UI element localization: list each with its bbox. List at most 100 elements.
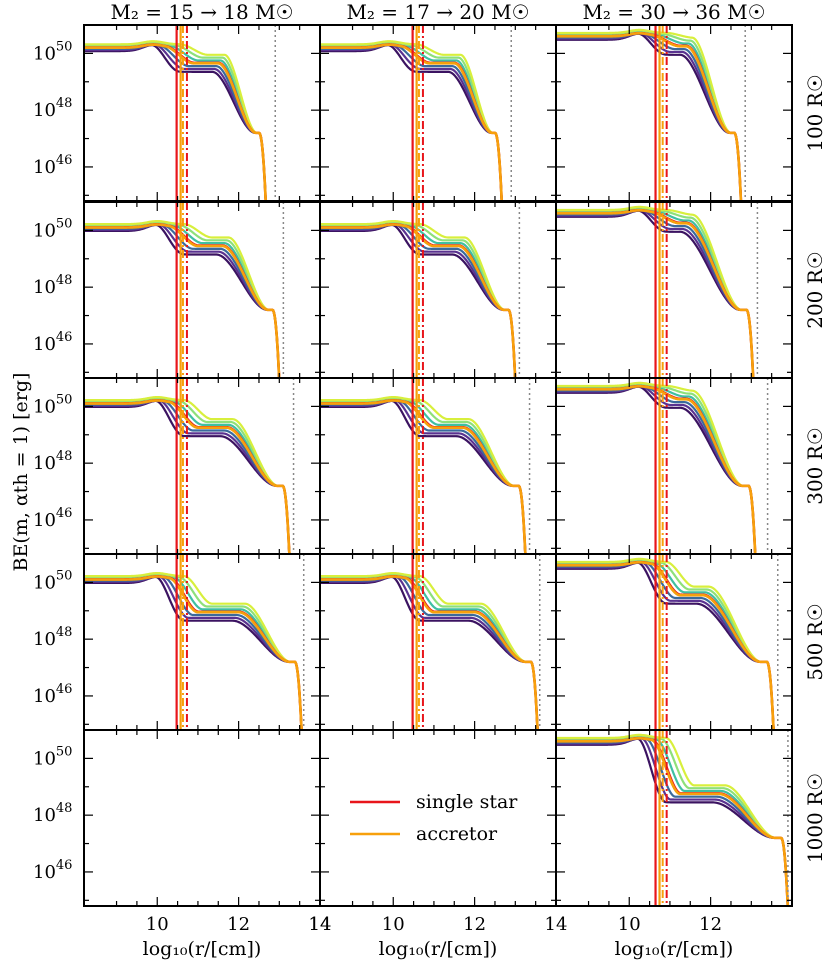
series-line <box>84 575 303 730</box>
x-tick-label: 14 <box>309 914 332 935</box>
panel-r4-c3 <box>555 553 793 731</box>
y-tick-label: 1046 <box>33 506 72 531</box>
legend-label: single star <box>416 791 518 813</box>
x-tick-label: 12 <box>463 914 486 935</box>
series-line <box>320 397 527 554</box>
x-axis-label: log₁₀(r/[cm]) <box>379 938 498 960</box>
ticks <box>556 730 792 906</box>
y-tick-label: 1048 <box>33 96 72 121</box>
series-line <box>84 575 303 730</box>
series-line <box>320 223 517 378</box>
series-line <box>84 221 281 378</box>
series-line <box>84 223 281 378</box>
y-tick-label: 1050 <box>33 39 72 64</box>
y-tick-label: 1050 <box>33 392 72 417</box>
column-title: M₂ = 30 → 36 M☉ <box>582 0 765 24</box>
series-line <box>556 737 789 906</box>
panel-r3-c1: 1050 1048 1046 <box>33 377 321 555</box>
panel-r2-c1: 1050 1048 1046 <box>33 201 321 379</box>
panel-r5-c2 <box>319 729 557 907</box>
x-tick-label: 12 <box>227 914 250 935</box>
panel-grid: 1050 1048 1046 1050 1048 1046 1050 1048 1046 1050… <box>33 24 793 907</box>
y-axis-label: BE(m, αth = 1) [erg] <box>10 373 32 572</box>
ticks <box>320 730 556 906</box>
y-tick-label: 1048 <box>33 273 72 298</box>
panel-r5-c1: 1050 1048 1046 <box>33 729 321 907</box>
series-line <box>320 398 527 554</box>
y-tick-label: 1050 <box>33 744 72 769</box>
single-star-line <box>320 575 539 730</box>
series-line <box>84 571 303 730</box>
accretor-line <box>84 575 303 730</box>
accretor-line <box>556 384 757 554</box>
panel-r4-c2 <box>319 553 557 731</box>
panel-r2-c2 <box>319 201 557 379</box>
accretor-line <box>556 736 790 906</box>
x-tick-label: 10 <box>618 914 641 935</box>
series-line <box>320 399 527 554</box>
panel-r1-c3 <box>555 24 793 202</box>
series-line <box>320 399 527 554</box>
row-label: 200 R☉ <box>803 251 827 329</box>
series-line <box>320 221 517 378</box>
x-axis-label: log₁₀(r/[cm]) <box>615 938 734 960</box>
series-line <box>320 574 539 730</box>
series-line <box>320 575 539 730</box>
row-label: 100 R☉ <box>803 74 827 152</box>
panel-r5-c3 <box>555 729 793 907</box>
series-line <box>84 398 291 554</box>
column-titles: M₂ = 15 → 18 M☉ M₂ = 17 → 20 M☉ M₂ = 30 → … <box>110 0 765 24</box>
single-star-line <box>84 399 291 554</box>
x-tick-label: 10 <box>382 914 405 935</box>
x-axis-label: log₁₀(r/[cm]) <box>143 938 262 960</box>
ticks <box>320 554 556 730</box>
y-tick-label: 1048 <box>33 801 72 826</box>
ticks <box>84 730 320 906</box>
single-star-line <box>320 399 527 554</box>
legend: single star accretor <box>350 791 518 845</box>
series-line <box>84 574 303 730</box>
series-line <box>320 575 539 730</box>
series-line <box>84 399 291 554</box>
series-line <box>84 573 303 730</box>
x-tick-label: 14 <box>309 914 332 935</box>
accretor-line <box>556 560 775 730</box>
panel-r3-c3 <box>555 377 793 555</box>
series-line <box>556 733 789 906</box>
panel-r1-c1: 1050 1048 1046 <box>33 24 321 202</box>
series-line <box>84 395 291 554</box>
x-tick-label: 10 <box>146 914 169 935</box>
single-star-line <box>84 575 303 730</box>
accretor-line <box>320 399 527 554</box>
series-line <box>84 399 291 554</box>
series-line <box>320 399 527 554</box>
series-line <box>556 29 743 201</box>
series-line <box>556 381 757 554</box>
y-tick-label: 1046 <box>33 330 72 355</box>
panel-r1-c2 <box>319 24 557 202</box>
series-line <box>320 571 539 730</box>
y-tick-label: 1046 <box>33 153 72 178</box>
series-line <box>320 575 539 730</box>
panel-r3-c2 <box>319 377 557 555</box>
y-tick-label: 1048 <box>33 625 72 650</box>
y-tick-label: 1050 <box>33 568 72 593</box>
column-title: M₂ = 17 → 20 M☉ <box>346 0 529 24</box>
x-tick-label: 12 <box>699 914 722 935</box>
accretor-line <box>84 399 291 554</box>
panel-r4-c1: 1050 1048 1046 <box>33 553 321 731</box>
panel-frame <box>319 729 557 907</box>
series-line <box>556 28 743 201</box>
panel-frame <box>555 553 793 731</box>
series-line <box>556 734 789 906</box>
series-line <box>556 737 789 906</box>
series-line <box>320 395 527 554</box>
series-line <box>84 575 303 730</box>
series-line <box>556 32 743 201</box>
row-labels: 100 R☉ 200 R☉ 300 R☉ 500 R☉ 1000 R☉ <box>803 74 827 863</box>
row-label: 300 R☉ <box>803 427 827 505</box>
series-line <box>320 399 527 554</box>
x-tick-label: 14 <box>545 914 568 935</box>
